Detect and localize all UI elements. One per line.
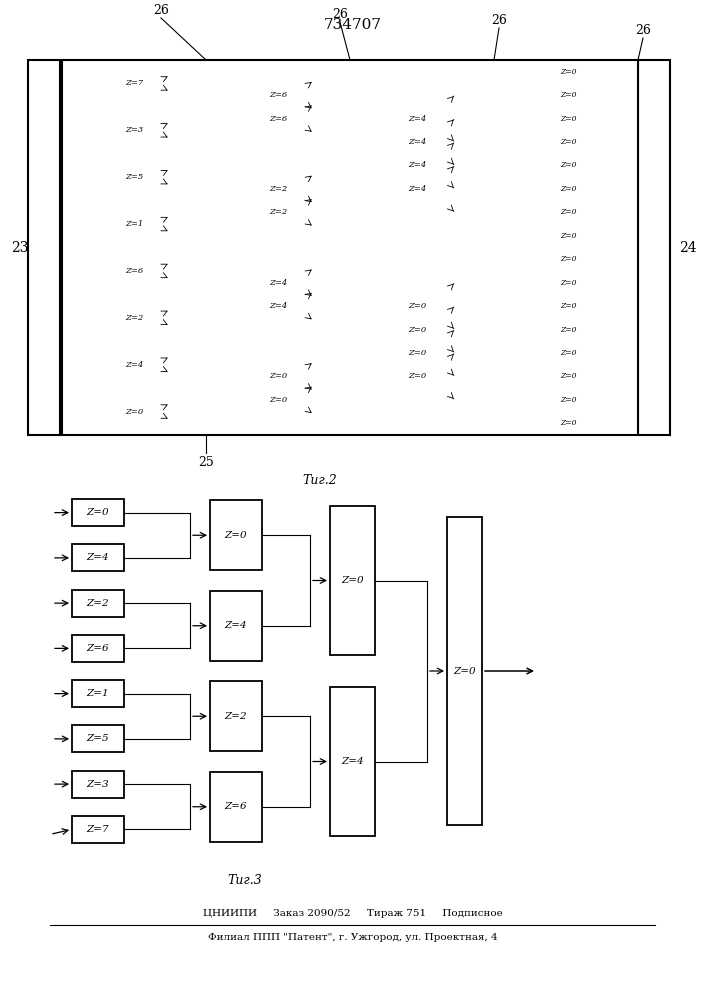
Bar [72, 725, 124, 752]
Text: Z=0: Z=0 [408, 349, 426, 357]
Text: Z=1: Z=1 [87, 689, 110, 698]
Text: 26: 26 [153, 3, 169, 16]
Text: 26: 26 [332, 7, 348, 20]
Text: Z=0: Z=0 [453, 666, 476, 676]
Text: Z=4: Z=4 [408, 138, 426, 146]
Text: Z=0: Z=0 [560, 302, 576, 310]
Text: 734707: 734707 [324, 18, 382, 32]
Text: Z=0: Z=0 [87, 508, 110, 517]
Text: Z=4: Z=4 [408, 185, 426, 193]
Text: 24: 24 [679, 240, 697, 254]
Bar [330, 687, 375, 836]
Bar [210, 500, 262, 570]
Text: Z=3: Z=3 [125, 126, 143, 134]
Bar [72, 544, 124, 571]
Bar [638, 60, 670, 435]
Bar [72, 499, 124, 526]
Bar [72, 635, 124, 662]
Text: 25: 25 [198, 456, 214, 470]
Text: Z=4: Z=4 [408, 115, 426, 123]
Text: Z=0: Z=0 [560, 68, 576, 76]
Text: Z=6: Z=6 [225, 802, 247, 811]
Text: Филиал ППП "Патент", г. Ужгород, ул. Проектная, 4: Филиал ППП "Патент", г. Ужгород, ул. Про… [208, 934, 498, 942]
Text: Z=4: Z=4 [269, 279, 287, 287]
Bar [330, 506, 375, 655]
Text: Z=0: Z=0 [560, 161, 576, 169]
Text: Z=0: Z=0 [560, 208, 576, 216]
Text: Z=5: Z=5 [125, 173, 143, 181]
Bar [62, 60, 638, 435]
Bar [72, 590, 124, 617]
Text: Z=4: Z=4 [87, 553, 110, 562]
Text: Z=3: Z=3 [87, 780, 110, 789]
Text: Z=0: Z=0 [560, 185, 576, 193]
Text: Τиг.2: Τиг.2 [303, 474, 337, 487]
Text: Z=7: Z=7 [87, 825, 110, 834]
Text: Z=4: Z=4 [125, 361, 143, 369]
Text: 23: 23 [11, 240, 29, 254]
Text: Z=0: Z=0 [225, 531, 247, 540]
Bar [28, 60, 60, 435]
Text: Z=0: Z=0 [408, 372, 426, 380]
Text: Z=0: Z=0 [341, 576, 364, 585]
Text: Z=0: Z=0 [560, 91, 576, 99]
Text: Z=0: Z=0 [560, 372, 576, 380]
Text: Z=0: Z=0 [560, 255, 576, 263]
Text: Z=0: Z=0 [408, 302, 426, 310]
Text: Z=0: Z=0 [269, 372, 287, 380]
Text: Z=1: Z=1 [125, 220, 143, 228]
Text: Z=0: Z=0 [560, 115, 576, 123]
Text: Z=6: Z=6 [269, 91, 287, 99]
Text: Z=0: Z=0 [560, 138, 576, 146]
Text: ЦНИИПИ     Заказ 2090/52     Тираж 751     Подписное: ЦНИИПИ Заказ 2090/52 Тираж 751 Подписное [203, 908, 503, 918]
Bar [72, 816, 124, 843]
Text: Z=4: Z=4 [408, 161, 426, 169]
Text: Z=2: Z=2 [87, 599, 110, 608]
Text: Z=4: Z=4 [225, 621, 247, 630]
Text: Z=2: Z=2 [225, 712, 247, 721]
Text: Z=0: Z=0 [560, 349, 576, 357]
Text: Z=4: Z=4 [269, 302, 287, 310]
Text: Z=7: Z=7 [125, 79, 143, 87]
Text: Z=2: Z=2 [125, 314, 143, 322]
Text: Z=0: Z=0 [560, 279, 576, 287]
Text: Z=2: Z=2 [269, 208, 287, 216]
Text: Z=6: Z=6 [125, 267, 143, 275]
Text: Z=0: Z=0 [125, 408, 143, 416]
Bar [210, 591, 262, 661]
Bar [72, 680, 124, 707]
Bar [210, 772, 262, 842]
Text: Z=0: Z=0 [560, 326, 576, 334]
Bar [447, 517, 482, 825]
Text: Z=0: Z=0 [560, 419, 576, 427]
Text: Z=5: Z=5 [87, 734, 110, 743]
Text: Z=0: Z=0 [408, 326, 426, 334]
Text: Z=4: Z=4 [341, 757, 364, 766]
Text: Z=6: Z=6 [87, 644, 110, 653]
Bar [72, 771, 124, 798]
Text: Z=0: Z=0 [560, 232, 576, 240]
Text: 26: 26 [635, 23, 651, 36]
Bar [210, 681, 262, 751]
Text: 26: 26 [491, 13, 507, 26]
Text: Z=2: Z=2 [269, 185, 287, 193]
Text: Τиг.3: Τиг.3 [228, 874, 262, 886]
Text: Z=6: Z=6 [269, 115, 287, 123]
Text: Z=0: Z=0 [269, 396, 287, 404]
Text: Z=0: Z=0 [560, 396, 576, 404]
